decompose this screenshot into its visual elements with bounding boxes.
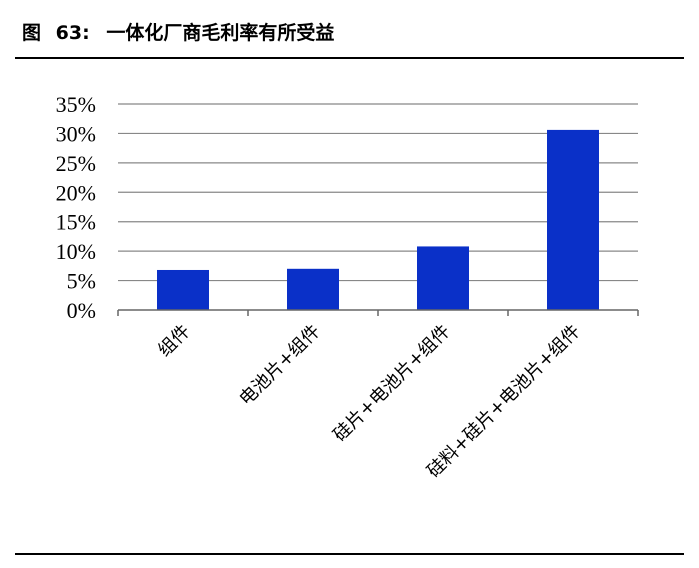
bars [157, 129, 599, 310]
y-tick-label: 25% [56, 151, 96, 176]
figure-number: 63: [55, 22, 90, 44]
bar [287, 268, 339, 310]
y-tick-labels: 0% 5% 10% 15% 20% 25% 30% 35% [56, 92, 96, 323]
y-tick-label: 10% [56, 239, 96, 264]
figure-title: 图 63: 一体化厂商毛利率有所受益 [22, 18, 334, 44]
y-tick-label: 5% [67, 269, 96, 294]
bar [547, 129, 599, 310]
bar [157, 269, 209, 310]
y-tick-label: 30% [56, 121, 96, 146]
bar [417, 246, 469, 310]
figure-title-text: 一体化厂商毛利率有所受益 [106, 22, 335, 44]
y-tick-label: 35% [56, 92, 96, 117]
figure-label: 图 [22, 22, 42, 44]
x-tick-label: 硅片+电池片+组件 [329, 321, 454, 446]
y-tick-label: 15% [56, 210, 96, 235]
axes [117, 309, 639, 316]
x-tick-label: 组件 [154, 321, 194, 361]
y-tick-label: 20% [56, 180, 96, 205]
bottom-rule [15, 553, 684, 555]
x-tick-label: 硅料+硅片+电池片+组件 [423, 321, 584, 482]
y-tick-label: 0% [67, 298, 96, 323]
x-tick-label: 电池片+组件 [235, 321, 324, 410]
top-rule [15, 57, 684, 59]
